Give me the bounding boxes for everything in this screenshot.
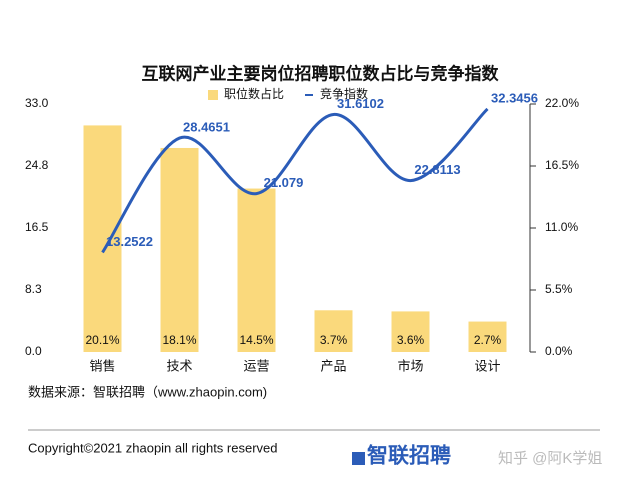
y-tick-label: 24.8 [25, 158, 49, 172]
x-tick-label: 设计 [474, 358, 500, 373]
line-label: 13.2522 [106, 234, 153, 249]
legend-label: 竞争指数 [320, 86, 368, 101]
watermark: 知乎 @阿K学姐 [498, 450, 602, 467]
y2-tick-label: 16.5% [545, 158, 579, 172]
source: 数据来源：智联招聘（www.zhaopin.com) [28, 384, 267, 399]
chart-title: 互联网产业主要岗位招聘职位数占比与竞争指数 [142, 63, 500, 83]
y-tick-label: 8.3 [25, 282, 42, 296]
y2-tick-label: 5.5% [545, 282, 573, 296]
y2-tick-label: 11.0% [545, 220, 578, 234]
legend-swatch [208, 90, 218, 100]
line-label: 32.3456 [491, 90, 538, 105]
line-label: 31.6102 [337, 96, 384, 111]
x-tick-label: 技术 [166, 358, 192, 373]
bar-label: 3.6% [397, 333, 425, 347]
y-tick-label: 16.5 [25, 220, 49, 234]
y-tick-label: 0.0 [25, 344, 42, 358]
logo: 智联招聘 [367, 444, 451, 468]
bar-label: 3.7% [320, 333, 348, 347]
x-tick-label: 产品 [320, 358, 346, 373]
bar-label: 14.5% [239, 333, 273, 347]
copyright: Copyright©2021 zhaopin all rights reserv… [28, 440, 278, 455]
x-tick-label: 销售 [89, 358, 115, 373]
line-label: 28.4651 [183, 120, 230, 135]
bar [237, 188, 276, 352]
bar [391, 311, 430, 352]
bar [160, 147, 199, 352]
bar [314, 310, 353, 352]
y2-tick-label: 0.0% [545, 344, 573, 358]
legend-label: 职位数占比 [224, 86, 284, 101]
bar-label: 2.7% [474, 333, 502, 347]
bar-label: 18.1% [162, 333, 196, 347]
line-label: 22.8113 [414, 162, 460, 177]
y2-tick-label: 22.0% [545, 96, 579, 110]
x-tick-label: 市场 [397, 358, 423, 373]
x-tick-label: 运营 [243, 358, 269, 373]
bar [83, 125, 122, 352]
bar [468, 321, 507, 352]
y-tick-label: 33.0 [25, 96, 49, 110]
line [101, 107, 489, 254]
bar-label: 20.1% [85, 333, 119, 347]
logo-mark [352, 452, 365, 465]
line-label: 21.079 [264, 175, 304, 190]
